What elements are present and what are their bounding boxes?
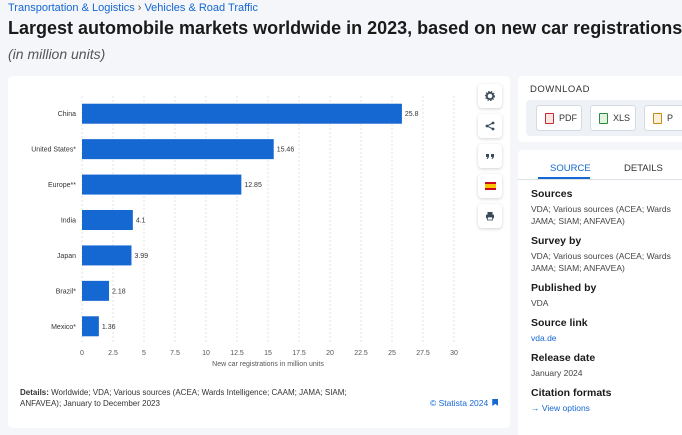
page-subtitle: (in million units) bbox=[8, 46, 106, 62]
survey-text-line1: VDA; Various sources (ACEA; Wards bbox=[531, 251, 671, 261]
chart-card: 0 2.5 5 7.5 10 12.5 15 17.5 20 22.5 25 27.5 30 China 2… bbox=[8, 76, 510, 428]
x-tick-label: 22.5 bbox=[354, 350, 368, 357]
download-buttons: PDF XLS P bbox=[526, 100, 682, 136]
flag-es-icon bbox=[484, 182, 496, 190]
download-xls-label: XLS bbox=[613, 113, 631, 123]
download-pdf-label: PDF bbox=[559, 113, 577, 123]
x-tick-label: 10 bbox=[202, 350, 210, 357]
x-tick-label: 17.5 bbox=[292, 350, 306, 357]
published-block: Published by VDA bbox=[531, 282, 681, 309]
details-label: Details: bbox=[20, 388, 49, 397]
category-label: China bbox=[58, 111, 76, 118]
share-button[interactable] bbox=[478, 114, 502, 138]
value-label: 12.85 bbox=[244, 182, 262, 189]
x-axis-label: New car registrations in million units bbox=[212, 361, 324, 368]
citation-heading: Citation formats bbox=[531, 387, 612, 399]
quote-icon bbox=[486, 154, 494, 159]
bar bbox=[82, 316, 99, 337]
pdf-file-icon bbox=[545, 112, 554, 124]
category-label: Brazil* bbox=[56, 288, 77, 295]
arrow-right-icon: → bbox=[531, 403, 540, 413]
print-button[interactable] bbox=[478, 204, 502, 228]
source-link-heading: Source link bbox=[531, 317, 588, 329]
tab-source[interactable]: SOURCE bbox=[550, 163, 591, 174]
sources-text-line2: JAMA; SIAM; ANFAVEA) bbox=[531, 216, 625, 226]
published-heading: Published by bbox=[531, 282, 597, 294]
value-label: 2.18 bbox=[112, 288, 126, 295]
value-label: 4.1 bbox=[136, 218, 146, 225]
x-tick-label: 25 bbox=[388, 350, 396, 357]
gear-icon bbox=[485, 91, 495, 101]
x-tick-label: 27.5 bbox=[416, 350, 430, 357]
x-tick-label: 5 bbox=[142, 350, 146, 357]
sources-heading: Sources bbox=[531, 188, 573, 200]
x-tick-label: 15 bbox=[264, 350, 272, 357]
category-label: Mexico* bbox=[51, 324, 76, 331]
settings-button[interactable] bbox=[478, 84, 502, 108]
source-info: Sources VDA; Various sources (ACEA; Ward… bbox=[531, 188, 681, 422]
bar bbox=[82, 280, 110, 301]
value-label: 15.46 bbox=[277, 147, 295, 154]
active-tab-indicator bbox=[538, 177, 590, 179]
download-panel: DOWNLOAD PDF XLS P bbox=[518, 76, 682, 142]
bar bbox=[82, 245, 132, 266]
copyright-text: © Statista 2024 bbox=[430, 398, 489, 408]
breadcrumb-separator: › bbox=[137, 2, 142, 14]
share-icon bbox=[485, 121, 495, 131]
download-ppt-button[interactable]: P bbox=[644, 105, 682, 131]
cite-button[interactable] bbox=[478, 144, 502, 168]
chart-toolbar bbox=[478, 84, 502, 234]
xls-file-icon bbox=[599, 112, 608, 124]
category-label: Japan bbox=[57, 253, 76, 260]
category-label: United States* bbox=[31, 147, 76, 154]
release-heading: Release date bbox=[531, 352, 596, 364]
x-tick-label: 0 bbox=[80, 350, 84, 357]
bar bbox=[82, 174, 242, 195]
value-label: 1.36 bbox=[102, 324, 116, 331]
statista-copyright-link[interactable]: © Statista 2024 bbox=[430, 398, 499, 408]
survey-block: Survey by VDA; Various sources (ACEA; Wa… bbox=[531, 235, 681, 274]
bar bbox=[82, 103, 402, 124]
source-link[interactable]: vda.de bbox=[531, 333, 557, 343]
sources-block: Sources VDA; Various sources (ACEA; Ward… bbox=[531, 188, 681, 227]
source-panel: SOURCE DETAILS Sources VDA; Various sour… bbox=[518, 150, 682, 435]
breadcrumb: Transportation & Logistics › Vehicles & Ro… bbox=[8, 2, 258, 14]
bookmark-icon bbox=[492, 399, 499, 406]
survey-text-line2: JAMA; SIAM; ANFAVEA) bbox=[531, 263, 625, 273]
value-label: 25.8 bbox=[405, 111, 419, 118]
chart-details: Details: Worldwide; VDA; Various sources… bbox=[20, 387, 360, 409]
x-tick-label: 20 bbox=[326, 350, 334, 357]
download-pdf-button[interactable]: PDF bbox=[536, 105, 582, 131]
language-button[interactable] bbox=[478, 174, 502, 198]
value-label: 3.99 bbox=[134, 253, 148, 260]
page-title: Largest automobile markets worldwide in … bbox=[8, 18, 682, 38]
category-label: Europe** bbox=[48, 182, 76, 189]
sources-text-line1: VDA; Various sources (ACEA; Wards bbox=[531, 204, 671, 214]
view-options-link[interactable]: View options bbox=[541, 403, 590, 413]
x-tick-label: 2.5 bbox=[108, 350, 118, 357]
breadcrumb-link-transportation[interactable]: Transportation & Logistics bbox=[8, 2, 135, 14]
x-tick-label: 30 bbox=[450, 350, 458, 357]
survey-heading: Survey by bbox=[531, 235, 582, 247]
x-tick-label: 12.5 bbox=[230, 350, 244, 357]
details-text: Worldwide; VDA; Various sources (ACEA; W… bbox=[20, 388, 347, 408]
download-xls-button[interactable]: XLS bbox=[590, 105, 636, 131]
release-value: January 2024 bbox=[531, 368, 583, 378]
bar-chart: 0 2.5 5 7.5 10 12.5 15 17.5 20 22.5 25 27.5 30 China 2… bbox=[31, 96, 458, 368]
source-link-block: Source link vda.de bbox=[531, 317, 681, 344]
citation-block: Citation formats → View options bbox=[531, 387, 681, 414]
release-block: Release date January 2024 bbox=[531, 352, 681, 379]
breadcrumb-link-vehicles[interactable]: Vehicles & Road Traffic bbox=[144, 2, 258, 14]
print-icon bbox=[486, 212, 494, 221]
bar bbox=[82, 139, 274, 160]
x-tick-label: 7.5 bbox=[170, 350, 180, 357]
published-value: VDA bbox=[531, 298, 549, 308]
source-tabs: SOURCE DETAILS bbox=[518, 150, 682, 180]
download-title: DOWNLOAD bbox=[530, 84, 590, 95]
tab-details[interactable]: DETAILS bbox=[624, 163, 663, 174]
category-label: India bbox=[61, 218, 76, 225]
download-ppt-label: P bbox=[667, 113, 674, 123]
bar bbox=[82, 210, 133, 230]
ppt-file-icon bbox=[653, 112, 662, 124]
